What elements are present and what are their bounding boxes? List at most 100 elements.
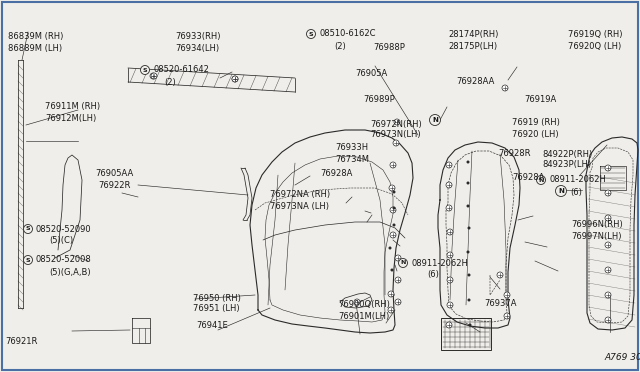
- Circle shape: [388, 291, 394, 297]
- Text: 76912M(LH): 76912M(LH): [45, 115, 96, 124]
- Circle shape: [395, 255, 401, 261]
- Circle shape: [232, 76, 238, 82]
- Text: (2): (2): [334, 42, 346, 51]
- Circle shape: [141, 65, 150, 74]
- Circle shape: [446, 182, 452, 188]
- Text: N: N: [400, 260, 406, 266]
- Circle shape: [502, 85, 508, 91]
- Circle shape: [390, 162, 396, 168]
- Circle shape: [447, 277, 453, 283]
- Circle shape: [390, 269, 394, 272]
- Circle shape: [24, 224, 33, 234]
- Text: 08520-52008: 08520-52008: [36, 256, 92, 264]
- Text: 76900Q(RH): 76900Q(RH): [338, 299, 390, 308]
- Text: 76937A: 76937A: [484, 298, 516, 308]
- Circle shape: [446, 162, 452, 168]
- Text: 08510-6162C: 08510-6162C: [319, 29, 376, 38]
- Text: 76972N(RH): 76972N(RH): [370, 119, 422, 128]
- Text: 76920 (LH): 76920 (LH): [512, 129, 559, 138]
- Text: (2): (2): [164, 77, 176, 87]
- Text: 76905AA: 76905AA: [95, 169, 133, 177]
- Text: 76988P: 76988P: [373, 42, 405, 51]
- Text: (6): (6): [570, 187, 582, 196]
- Text: 28174P(RH): 28174P(RH): [448, 29, 499, 38]
- Text: 08911-2062H: 08911-2062H: [549, 176, 606, 185]
- Circle shape: [392, 294, 394, 296]
- Text: (5)(C): (5)(C): [49, 237, 73, 246]
- Text: S: S: [26, 257, 30, 263]
- Circle shape: [151, 73, 157, 79]
- Text: 76997N(LH): 76997N(LH): [571, 231, 621, 241]
- Text: 76928A: 76928A: [512, 173, 545, 182]
- Circle shape: [354, 299, 360, 305]
- Circle shape: [497, 272, 503, 278]
- Text: 76905A: 76905A: [355, 68, 387, 77]
- Text: N: N: [538, 177, 544, 183]
- Circle shape: [605, 215, 611, 221]
- Text: 76922R: 76922R: [98, 180, 131, 189]
- Circle shape: [605, 317, 611, 323]
- Circle shape: [393, 140, 399, 146]
- Text: 28175P(LH): 28175P(LH): [448, 42, 497, 51]
- Text: A769 30 P6: A769 30 P6: [604, 353, 640, 362]
- Text: 76928R: 76928R: [498, 150, 531, 158]
- Circle shape: [447, 302, 453, 308]
- Circle shape: [556, 186, 566, 196]
- Text: 76901M(LH): 76901M(LH): [338, 311, 389, 321]
- Text: 08911-2062H: 08911-2062H: [411, 259, 468, 267]
- Text: S: S: [308, 32, 314, 36]
- Text: 76951 (LH): 76951 (LH): [193, 305, 239, 314]
- Text: 08520-61642: 08520-61642: [153, 65, 209, 74]
- Circle shape: [390, 232, 396, 238]
- Circle shape: [446, 322, 452, 328]
- Text: 76941E: 76941E: [196, 321, 228, 330]
- Text: 76919A: 76919A: [524, 94, 556, 103]
- Circle shape: [394, 119, 400, 125]
- Text: 76911M (RH): 76911M (RH): [45, 103, 100, 112]
- Circle shape: [467, 160, 470, 164]
- Circle shape: [399, 259, 408, 267]
- Text: 76950 (RH): 76950 (RH): [193, 294, 241, 302]
- Circle shape: [605, 242, 611, 248]
- Text: 76919 (RH): 76919 (RH): [512, 119, 560, 128]
- Circle shape: [24, 256, 33, 264]
- Text: 76996N(RH): 76996N(RH): [571, 221, 623, 230]
- Text: 76920Q (LH): 76920Q (LH): [568, 42, 621, 51]
- Circle shape: [447, 229, 453, 235]
- Circle shape: [429, 115, 440, 125]
- Text: 76928AA: 76928AA: [456, 77, 494, 86]
- Text: 76933(RH): 76933(RH): [175, 32, 221, 41]
- Text: 86839M (RH): 86839M (RH): [8, 32, 63, 42]
- Circle shape: [605, 267, 611, 273]
- Circle shape: [395, 299, 401, 305]
- Circle shape: [605, 165, 611, 171]
- Circle shape: [605, 292, 611, 298]
- Text: 08520-52090: 08520-52090: [36, 224, 92, 234]
- Circle shape: [390, 207, 396, 213]
- Text: 84923P(LH): 84923P(LH): [542, 160, 591, 170]
- Circle shape: [392, 190, 396, 193]
- Text: 76989P: 76989P: [363, 94, 395, 103]
- Circle shape: [504, 292, 510, 298]
- Circle shape: [392, 206, 396, 209]
- Circle shape: [504, 313, 510, 319]
- Circle shape: [605, 190, 611, 196]
- Circle shape: [307, 29, 316, 38]
- Bar: [441, 318, 491, 350]
- Circle shape: [467, 182, 470, 185]
- Circle shape: [447, 252, 453, 258]
- Circle shape: [232, 76, 238, 82]
- Circle shape: [150, 73, 156, 79]
- Circle shape: [446, 205, 452, 211]
- Circle shape: [467, 273, 470, 276]
- Text: 76934(LH): 76934(LH): [175, 44, 219, 52]
- Text: 76734M: 76734M: [335, 154, 369, 164]
- Circle shape: [389, 185, 395, 191]
- Circle shape: [467, 205, 470, 208]
- Circle shape: [388, 247, 392, 250]
- Circle shape: [467, 227, 470, 230]
- Text: S: S: [26, 227, 30, 231]
- Circle shape: [395, 277, 401, 283]
- Text: 76973NA (LH): 76973NA (LH): [270, 202, 329, 211]
- Circle shape: [467, 298, 470, 301]
